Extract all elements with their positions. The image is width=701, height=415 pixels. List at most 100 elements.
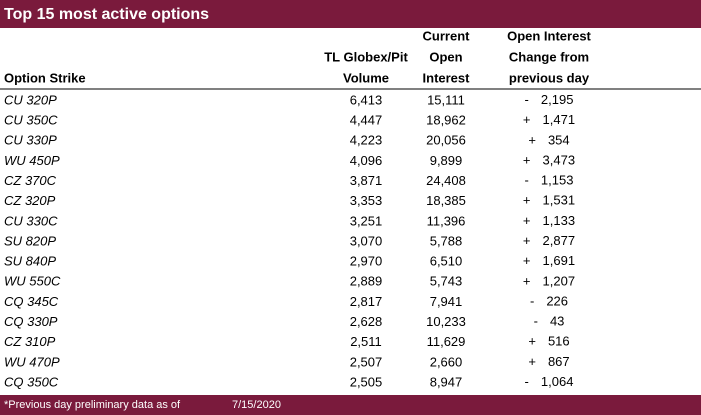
column-header: Current <box>423 28 471 43</box>
oi-change: +3,473 <box>523 153 575 168</box>
open-interest: 8,947 <box>430 374 463 389</box>
open-interest: 9,899 <box>430 153 463 168</box>
volume: 3,353 <box>350 193 383 208</box>
open-interest: 18,385 <box>426 193 466 208</box>
volume: 3,251 <box>350 213 383 228</box>
oi-change: +1,133 <box>523 213 575 228</box>
column-header: TL Globex/Pit <box>324 49 408 64</box>
option-strike: CQ 345C <box>4 294 59 309</box>
change-value: 867 <box>548 354 570 369</box>
column-header: Open <box>429 49 462 64</box>
title: Top 15 most active options <box>4 6 209 23</box>
oi-change: +354 <box>528 133 569 148</box>
open-interest: 24,408 <box>426 173 466 188</box>
volume: 4,096 <box>350 153 383 168</box>
open-interest: 15,111 <box>427 92 465 107</box>
volume: 2,507 <box>350 354 383 369</box>
open-interest: 10,233 <box>426 314 466 329</box>
change-value: 1,153 <box>541 173 574 188</box>
oi-change: +1,471 <box>523 113 575 128</box>
option-strike: CZ 370C <box>4 173 57 188</box>
change-sign: + <box>528 133 536 148</box>
option-strike: CU 330C <box>4 213 58 228</box>
change-value: 2,877 <box>543 233 576 248</box>
change-value: 1,133 <box>543 213 576 228</box>
change-sign: - <box>534 314 538 329</box>
change-sign: - <box>525 374 529 389</box>
volume: 2,628 <box>350 314 383 329</box>
open-interest: 7,941 <box>430 294 463 309</box>
option-strike: CZ 310P <box>4 334 56 349</box>
change-value: 354 <box>548 133 570 148</box>
option-strike: SU 840P <box>4 254 56 269</box>
oi-change: -1,064 <box>525 374 574 389</box>
volume: 3,871 <box>350 173 383 188</box>
change-value: 43 <box>550 314 564 329</box>
volume: 2,511 <box>350 334 382 349</box>
change-value: 1,207 <box>543 274 576 289</box>
footer-note: *Previous day preliminary data as of <box>4 399 181 411</box>
change-value: 226 <box>546 294 568 309</box>
option-strike: CQ 350C <box>4 374 59 389</box>
footer-bar <box>0 395 701 415</box>
change-sign: - <box>530 294 534 309</box>
change-value: 516 <box>548 334 570 349</box>
oi-change: -43 <box>534 314 565 329</box>
change-sign: + <box>528 334 536 349</box>
oi-change: -1,153 <box>525 173 574 188</box>
oi-change: +1,531 <box>523 193 575 208</box>
volume: 3,070 <box>350 233 383 248</box>
open-interest: 5,788 <box>430 233 463 248</box>
column-header: previous day <box>509 70 590 85</box>
oi-change: +516 <box>528 334 569 349</box>
option-strike: CU 350C <box>4 113 58 128</box>
change-value: 1,471 <box>543 113 576 128</box>
column-header: Volume <box>343 70 389 85</box>
title-bar <box>0 0 701 28</box>
option-strike: WU 550C <box>4 274 61 289</box>
footer-date: 7/15/2020 <box>232 399 281 411</box>
oi-change: -226 <box>530 294 568 309</box>
volume: 2,889 <box>350 274 383 289</box>
change-sign: + <box>523 213 531 228</box>
change-sign: + <box>523 233 531 248</box>
change-value: 1,531 <box>543 193 576 208</box>
option-strike: WU 470P <box>4 354 60 369</box>
change-sign: - <box>525 173 529 188</box>
oi-change: +1,207 <box>523 274 575 289</box>
option-strike: CQ 330P <box>4 314 58 329</box>
option-strike: CZ 320P <box>4 193 56 208</box>
change-sign: + <box>523 153 531 168</box>
oi-change: +1,691 <box>523 254 575 269</box>
column-header: Interest <box>423 70 471 85</box>
option-strike: CU 330P <box>4 133 57 148</box>
open-interest: 20,056 <box>426 133 466 148</box>
open-interest: 18,962 <box>426 113 466 128</box>
change-value: 1,691 <box>543 254 576 269</box>
change-value: 1,064 <box>541 374 574 389</box>
oi-change: +867 <box>528 354 569 369</box>
change-sign: + <box>523 193 531 208</box>
option-strike: SU 820P <box>4 233 56 248</box>
change-sign: + <box>523 113 531 128</box>
change-sign: - <box>525 92 529 107</box>
oi-change: -2,195 <box>525 92 574 107</box>
option-strike: WU 450P <box>4 153 60 168</box>
volume: 4,447 <box>350 113 383 128</box>
oi-change: +2,877 <box>523 233 575 248</box>
change-value: 2,195 <box>541 92 574 107</box>
change-sign: + <box>523 274 531 289</box>
volume: 6,413 <box>350 92 383 107</box>
volume: 2,970 <box>350 254 383 269</box>
volume: 2,505 <box>350 374 383 389</box>
open-interest: 2,660 <box>430 354 463 369</box>
volume: 2,817 <box>350 294 383 309</box>
open-interest: 5,743 <box>430 274 463 289</box>
change-sign: + <box>523 254 531 269</box>
column-header: Option Strike <box>4 70 86 85</box>
change-value: 3,473 <box>543 153 576 168</box>
volume: 4,223 <box>350 133 383 148</box>
column-header: Open Interest <box>507 28 591 43</box>
open-interest: 11,629 <box>427 334 466 349</box>
